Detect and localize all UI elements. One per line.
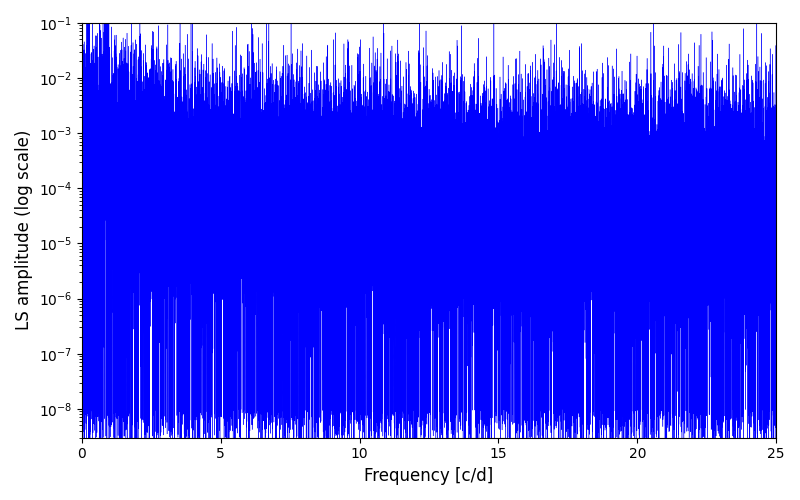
- X-axis label: Frequency [c/d]: Frequency [c/d]: [364, 467, 494, 485]
- Y-axis label: LS amplitude (log scale): LS amplitude (log scale): [15, 130, 33, 330]
